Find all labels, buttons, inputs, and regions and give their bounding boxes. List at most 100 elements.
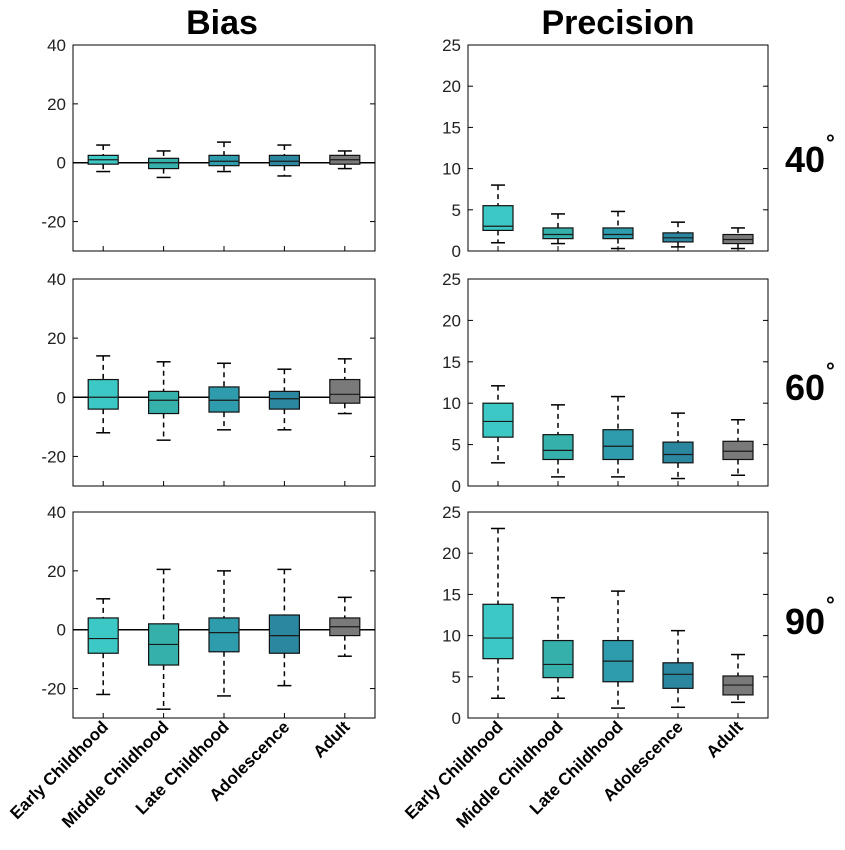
box-precision-40-2 (602, 210, 634, 250)
y-tick-label: 10 (442, 627, 461, 646)
y-tick-label: 20 (47, 562, 66, 581)
box-bias-40-2 (208, 141, 240, 173)
row-label-60-unit: ° (826, 358, 835, 383)
row-label-40-value: 40 (785, 139, 825, 180)
box-precision-60-4 (722, 419, 754, 476)
y-tick-label: 25 (442, 270, 461, 289)
iqr-box (268, 154, 300, 167)
box-precision-90-4 (722, 653, 754, 704)
row-label-90-unit: ° (826, 592, 835, 617)
y-tick-label: 0 (452, 242, 461, 261)
box-bias-60-1 (148, 361, 180, 441)
category-label-bias-4: Adult (309, 717, 353, 761)
y-tick-label: 15 (442, 118, 461, 137)
y-tick-label: 0 (452, 709, 461, 728)
panel-precision-40: 0 5 10 15 20 25 (442, 36, 769, 261)
category-label-bias-0: Early Childhood (6, 717, 112, 823)
iqr-box (542, 639, 574, 679)
box-bias-40-1 (148, 150, 180, 179)
iqr-box (208, 617, 240, 653)
iqr-box (722, 440, 754, 461)
box-precision-40-4 (722, 227, 754, 250)
y-tick-label: 0 (57, 621, 66, 640)
box-precision-90-3 (662, 629, 694, 709)
iqr-box (602, 227, 634, 240)
iqr-box (208, 154, 240, 167)
y-tick-label: 5 (452, 436, 461, 455)
row-label-40: 40 ° (785, 130, 835, 180)
box-precision-90-2 (602, 590, 634, 709)
y-tick-label: -20 (41, 213, 66, 232)
box-precision-90-0 (482, 527, 514, 699)
axes-frame (72, 278, 376, 487)
iqr-box (602, 429, 634, 461)
box-bias-60-0 (87, 355, 119, 434)
y-tick-label: 10 (442, 160, 461, 179)
y-tick-label: 15 (442, 353, 461, 372)
box-precision-60-3 (662, 412, 694, 480)
panel-bias-40: -20 0 20 40 (41, 36, 376, 252)
column-title-precision: Precision (541, 4, 694, 42)
axes-frame (467, 278, 769, 487)
y-tick-label: -20 (41, 680, 66, 699)
box-precision-60-0 (482, 385, 514, 464)
y-tick-label: 20 (442, 77, 461, 96)
row-label-90-value: 90 (785, 601, 825, 642)
iqr-box (148, 157, 180, 170)
iqr-box (542, 227, 574, 240)
iqr-box (329, 378, 361, 404)
panel-precision-90: 0 5 10 15 20 25 (442, 503, 769, 728)
box-bias-40-4 (329, 150, 361, 170)
panel-bias-60: -20 0 20 40 (41, 270, 376, 487)
row-label-40-unit: ° (826, 130, 835, 155)
iqr-box (208, 386, 240, 413)
y-tick-label: 15 (442, 585, 461, 604)
iqr-box (87, 617, 119, 654)
axes-frame (72, 44, 376, 252)
y-tick-label: 0 (452, 477, 461, 496)
axes-frame (467, 44, 769, 252)
column-title-bias: Bias (186, 4, 258, 42)
box-precision-40-3 (662, 221, 694, 248)
y-tick-label: 0 (57, 388, 66, 407)
category-label-bias-1: Middle Childhood (58, 717, 172, 831)
box-bias-90-3 (268, 568, 300, 687)
y-tick-label: 25 (442, 503, 461, 522)
box-precision-40-1 (542, 213, 574, 245)
box-precision-60-1 (542, 404, 574, 478)
y-tick-label: 5 (452, 668, 461, 687)
box-bias-40-0 (87, 144, 119, 173)
y-tick-label: 10 (442, 394, 461, 413)
y-tick-label: 20 (442, 544, 461, 563)
box-bias-90-1 (148, 568, 180, 710)
y-tick-label: 40 (47, 36, 66, 55)
box-bias-40-3 (268, 144, 300, 177)
row-label-60: 60 ° (785, 358, 835, 408)
y-tick-label: 20 (442, 311, 461, 330)
axes-frame (72, 511, 376, 719)
iqr-box (482, 402, 514, 438)
y-tick-label: 20 (47, 95, 66, 114)
y-tick-label: 0 (57, 154, 66, 173)
y-tick-label: -20 (41, 447, 66, 466)
y-tick-label: 40 (47, 270, 66, 289)
iqr-box (482, 603, 514, 660)
row-label-90: 90 ° (785, 592, 835, 642)
box-bias-60-3 (268, 368, 300, 431)
iqr-box (268, 614, 300, 654)
panels: -20 0 20 40 0 5 10 15 20 25 -20 0 20 40 0 5 10 15 20 25 -20 0… (41, 36, 769, 728)
iqr-box (542, 434, 574, 461)
axes-frame (467, 511, 769, 719)
y-tick-label: 20 (47, 329, 66, 348)
iqr-box (662, 441, 694, 464)
y-tick-label: 40 (47, 503, 66, 522)
iqr-box (662, 662, 694, 689)
box-bias-90-0 (87, 598, 119, 696)
box-bias-90-4 (329, 596, 361, 657)
panel-bias-90: -20 0 20 40 (41, 503, 376, 719)
panel-precision-60: 0 5 10 15 20 25 (442, 270, 769, 496)
iqr-box (148, 390, 180, 415)
category-label-precision-0: Early Childhood (401, 717, 507, 823)
